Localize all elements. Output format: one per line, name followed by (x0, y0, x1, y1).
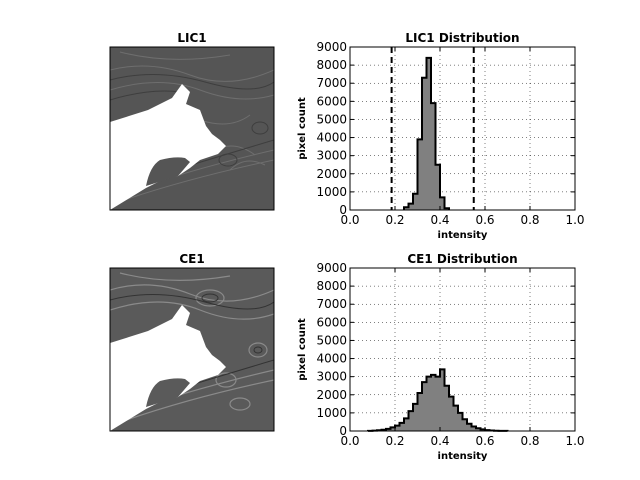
lic1-frame (109, 46, 275, 211)
ce1-axes-frame (349, 267, 576, 432)
ce1-bar-5 (390, 427, 395, 431)
ce1-xtick-label-5: 1.0 (565, 434, 584, 448)
ce1-xtick-label-1: 0.2 (385, 434, 404, 448)
lic1-streaks (110, 51, 274, 206)
ce1-ytick-label-0: 0 (339, 424, 347, 438)
lic1-x-axis-label: intensity (438, 230, 488, 241)
lic1-chart-title: LIC1 Distribution (405, 31, 519, 45)
lic1-ytick-label-7: 7000 (316, 76, 347, 90)
ce1-bar-19 (453, 405, 458, 431)
lic1-xtick-label-2: 0.4 (430, 213, 449, 227)
ce1-chart-title: CE1 Distribution (407, 252, 517, 266)
ce1-bar-10 (413, 403, 418, 431)
ce1-ytick-label-8: 8000 (316, 279, 347, 293)
ce1-ytick-label-3: 3000 (316, 370, 347, 384)
lic1-bar-2 (413, 193, 418, 210)
ce1-x-axis-label: intensity (438, 451, 488, 462)
ce1-distribution-chart: 0.0 0.2 0.4 0.6 0.8 1.0 0 1000 2000 3000 4000 5000 6… (297, 252, 585, 462)
ce1-image (110, 268, 274, 431)
lic1-xtick-label-3: 0.6 (475, 213, 494, 227)
ce1-xtick-label-4: 0.8 (520, 434, 539, 448)
ce1-bar-21 (462, 419, 467, 431)
lic1-ytick-label-0: 0 (339, 203, 347, 217)
lic1-bar-0 (404, 207, 409, 210)
lic1-ytick-label-8: 8000 (316, 58, 347, 72)
ce1-xtick-label-0: 0.0 (340, 434, 359, 448)
ce1-bar-18 (449, 396, 454, 431)
ce1-bar-6 (395, 425, 400, 431)
lic1-xtick-label-5: 1.0 (565, 213, 584, 227)
lic1-ytick-label-1: 1000 (316, 185, 347, 199)
ce1-ytick-label-2: 2000 (316, 388, 347, 402)
ce1-y-axis-label: pixel count (297, 318, 308, 381)
lic1-ytick-label-4: 4000 (316, 131, 347, 145)
lic1-xtick-label-0: 0.0 (340, 213, 359, 227)
ce1-bar-7 (399, 422, 404, 431)
ce1-ytick-label-5: 5000 (316, 333, 347, 347)
ce1-bar-14 (431, 374, 436, 431)
lic1-bar-7 (435, 164, 440, 210)
ce1-bar-16 (440, 369, 445, 431)
ce1-ytick-label-6: 6000 (316, 315, 347, 329)
image-title-lic1: LIC1 (177, 31, 206, 45)
lic1-ytick-label-5: 5000 (316, 112, 347, 126)
lic1-histogram-outline (403, 56, 450, 210)
ce1-bar-24 (476, 428, 481, 431)
ce1-ytick-label-1: 1000 (316, 406, 347, 420)
lic1-bar-4 (422, 77, 427, 211)
ce1-bar-22 (467, 423, 472, 431)
ce1-bar-12 (422, 382, 427, 431)
lic1-bar-8 (440, 197, 445, 210)
lic1-xtick-label-4: 0.8 (520, 213, 539, 227)
ce1-streaks (110, 272, 274, 427)
ce1-bar-23 (471, 426, 476, 431)
ce1-bar-4 (386, 428, 391, 431)
ce1-bar-20 (458, 412, 463, 431)
ce1-bar-13 (426, 376, 431, 431)
ce1-ytick-label-9: 9000 (316, 261, 347, 275)
lic1-ytick-label-3: 3000 (316, 149, 347, 163)
lic1-bar-1 (408, 203, 413, 210)
ce1-ytick-label-4: 4000 (316, 352, 347, 366)
ce1-bar-8 (404, 418, 409, 431)
lic1-distribution-chart: 0.0 0.2 0.4 0.6 0.8 1.0 0 1000 2000 3000 4000 5000 6… (297, 31, 585, 241)
lic1-mask (110, 84, 226, 210)
lic1-bar-6 (431, 103, 436, 210)
lic1-ytick-label-9: 9000 (316, 40, 347, 54)
lic1-y-axis-label: pixel count (297, 97, 308, 160)
lic1-xtick-label-1: 0.2 (385, 213, 404, 227)
ce1-bar-17 (444, 385, 449, 431)
ce1-frame (109, 267, 275, 432)
lic1-bar-3 (417, 139, 422, 210)
ce1-xtick-label-3: 0.6 (475, 434, 494, 448)
ce1-ytick-label-7: 7000 (316, 297, 347, 311)
lic1-axes-frame (349, 46, 576, 211)
ce1-bar-15 (435, 376, 440, 431)
ce1-bar-11 (417, 392, 422, 431)
lic1-ytick-label-6: 6000 (316, 94, 347, 108)
lic1-image (110, 47, 274, 210)
ce1-xtick-label-2: 0.4 (430, 434, 449, 448)
ce1-bar-9 (408, 411, 413, 431)
lic1-ytick-label-2: 2000 (316, 167, 347, 181)
ce1-mask (110, 305, 226, 431)
image-title-ce1: CE1 (179, 252, 204, 266)
lic1-bar-5 (426, 57, 431, 210)
